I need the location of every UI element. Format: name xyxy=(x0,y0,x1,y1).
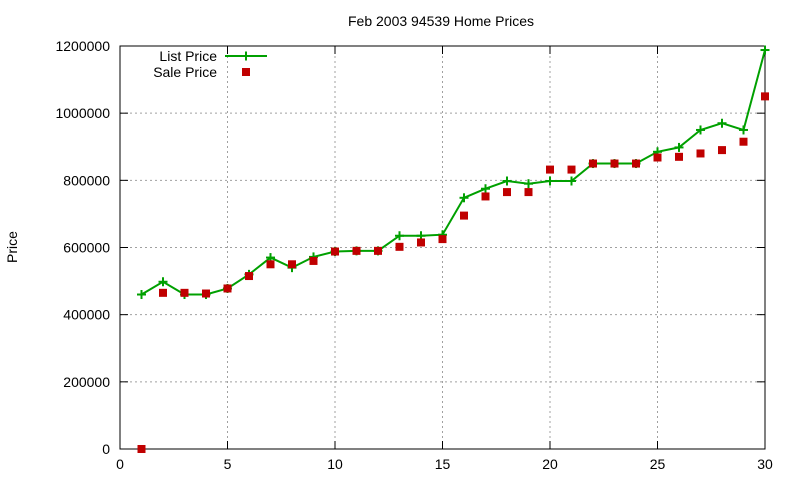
sale-price-point xyxy=(653,153,662,162)
y-tick-label: 0 xyxy=(102,441,110,457)
sale-price-point xyxy=(159,288,167,297)
list-price-point xyxy=(395,231,404,241)
series-list-price xyxy=(137,45,770,300)
chart-title: Feb 2003 94539 Home Prices xyxy=(348,13,534,29)
sale-price-point xyxy=(223,284,232,293)
x-tick-label: 30 xyxy=(757,456,773,472)
sale-price-point xyxy=(460,211,468,220)
sale-price-point xyxy=(546,165,554,174)
series xyxy=(137,45,770,453)
list-price-point xyxy=(459,193,469,203)
sale-price-point xyxy=(352,246,361,255)
list-price-point xyxy=(158,277,168,287)
y-tick-label: 400000 xyxy=(63,307,110,323)
x-tick-label: 15 xyxy=(435,456,451,472)
sale-price-point xyxy=(331,247,339,256)
sale-price-point xyxy=(610,159,619,168)
sale-price-point xyxy=(395,242,404,251)
sale-price-point xyxy=(761,92,769,101)
sale-price-point xyxy=(696,149,705,158)
sale-price-point xyxy=(180,288,189,297)
sale-price-point xyxy=(589,159,597,168)
y-tick-label: 1000000 xyxy=(55,105,110,121)
legend-marker-square xyxy=(242,68,250,76)
sale-price-point xyxy=(632,159,640,168)
sale-price-point xyxy=(739,137,748,146)
list-price-line xyxy=(140,49,766,296)
list-price-point xyxy=(696,125,705,135)
sale-price-point xyxy=(481,192,490,201)
legend-marker-plus xyxy=(241,51,251,61)
y-tick-label: 200000 xyxy=(63,374,110,390)
sale-price-point xyxy=(718,146,726,155)
list-price-point xyxy=(545,176,555,186)
list-price-point xyxy=(567,176,576,186)
legend-label: Sale Price xyxy=(153,64,217,80)
y-axis-label: Price xyxy=(4,231,20,263)
list-price-point xyxy=(524,179,533,189)
y-tick-label: 1200000 xyxy=(55,38,110,54)
sale-price-point xyxy=(567,165,576,174)
sale-price-point xyxy=(417,238,425,247)
sale-price-point xyxy=(245,272,253,281)
x-tick-label: 20 xyxy=(542,456,558,472)
sale-price-point xyxy=(288,260,296,269)
sale-price-point xyxy=(137,445,146,453)
x-tick-label: 0 xyxy=(116,456,124,472)
sale-price-point xyxy=(675,152,683,161)
sale-price-point xyxy=(374,246,382,255)
list-price-point xyxy=(137,290,146,300)
series-sale-price xyxy=(137,92,769,453)
x-tick-label: 5 xyxy=(224,456,232,472)
y-tick-label: 800000 xyxy=(63,172,110,188)
list-price-point xyxy=(717,118,727,128)
sale-price-point xyxy=(503,188,511,197)
sale-price-point xyxy=(202,289,210,298)
x-tick-label: 10 xyxy=(327,456,343,472)
sale-price-point xyxy=(266,260,275,269)
list-price-point xyxy=(502,176,512,186)
x-tick-label: 25 xyxy=(650,456,666,472)
sale-price-point xyxy=(524,188,533,197)
axis-ticks: 0 5 10 15 20 25 30 0 200000 400000 600000 800000 100… xyxy=(55,38,773,472)
list-price-point xyxy=(481,184,490,194)
sale-price-point xyxy=(309,256,318,265)
list-price-point xyxy=(760,45,770,55)
sale-price-point xyxy=(438,235,447,244)
list-price-point xyxy=(739,125,748,135)
list-price-point xyxy=(674,142,684,152)
legend-label: List Price xyxy=(159,48,217,64)
grid xyxy=(120,46,765,449)
y-tick-label: 600000 xyxy=(63,240,110,256)
